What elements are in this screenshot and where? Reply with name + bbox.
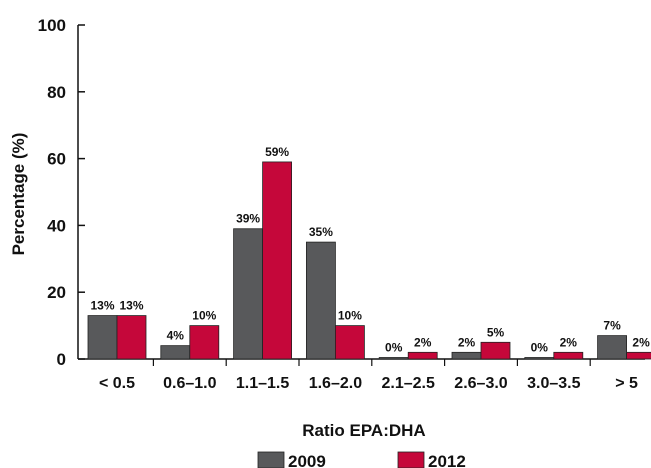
data-label-2009: 0% — [385, 341, 403, 355]
y-tick-label: 0 — [57, 350, 66, 369]
data-label-2009: 4% — [167, 329, 185, 343]
bar-2009 — [160, 345, 191, 360]
plot-area: 0 20 40 60 80 100 13% 13% < 0.5 4% 10% 0.6–1.0 39% 59… — [38, 16, 651, 392]
category-label: 3.0–3.5 — [527, 375, 580, 392]
bar-2012 — [553, 351, 584, 360]
bar-2012 — [626, 351, 651, 360]
data-label-2012: 10% — [192, 309, 216, 323]
category-label: > 5 — [615, 375, 638, 392]
bar-2009 — [451, 351, 482, 360]
category-label: 1.1–1.5 — [236, 375, 289, 392]
legend-swatch-2012 — [397, 451, 425, 468]
data-label-2012: 2% — [414, 335, 432, 349]
category-label: < 0.5 — [99, 375, 135, 392]
category-label: 2.1–2.5 — [382, 375, 435, 392]
bar-2012 — [334, 325, 365, 360]
bar-2012 — [480, 341, 511, 360]
bar-2009 — [305, 241, 336, 360]
data-label-2012: 2% — [560, 335, 578, 349]
legend-label-2009: 2009 — [288, 452, 326, 468]
bar-2009 — [378, 357, 409, 360]
data-label-2009: 7% — [603, 319, 621, 333]
y-tick-label: 80 — [47, 83, 66, 102]
y-tick-label: 40 — [47, 216, 66, 235]
bar-2012 — [262, 161, 293, 360]
category-label: 2.6–3.0 — [454, 375, 507, 392]
legend-swatch-2009 — [257, 451, 285, 468]
bar-2009 — [233, 228, 264, 360]
bar-2009 — [597, 335, 627, 360]
y-tick-label: 60 — [47, 150, 66, 169]
category-label: 1.6–2.0 — [309, 375, 362, 392]
data-label-2009: 2% — [458, 335, 476, 349]
bar-2012 — [189, 325, 220, 360]
category-label: 0.6–1.0 — [163, 375, 216, 392]
data-label-2012: 59% — [265, 145, 289, 159]
bar-2009 — [87, 315, 118, 360]
bar-2012 — [116, 315, 147, 360]
bar-2012 — [407, 351, 438, 360]
legend: 2009 2012 — [257, 451, 466, 468]
data-label-2012: 2% — [632, 335, 650, 349]
data-label-2009: 0% — [531, 341, 549, 355]
data-label-2009: 39% — [236, 212, 260, 226]
data-label-2012: 5% — [487, 325, 505, 339]
legend-label-2012: 2012 — [428, 452, 466, 468]
y-tick-label: 20 — [47, 283, 66, 302]
data-label-2012: 13% — [119, 299, 143, 313]
data-label-2009: 13% — [90, 299, 114, 313]
y-axis-title: Percentage (%) — [9, 133, 28, 256]
x-axis-title: Ratio EPA:DHA — [302, 421, 425, 440]
data-label-2012: 10% — [338, 309, 362, 323]
data-label-2009: 35% — [309, 225, 333, 239]
bar-2009 — [524, 357, 555, 360]
y-tick-label: 100 — [38, 16, 66, 35]
